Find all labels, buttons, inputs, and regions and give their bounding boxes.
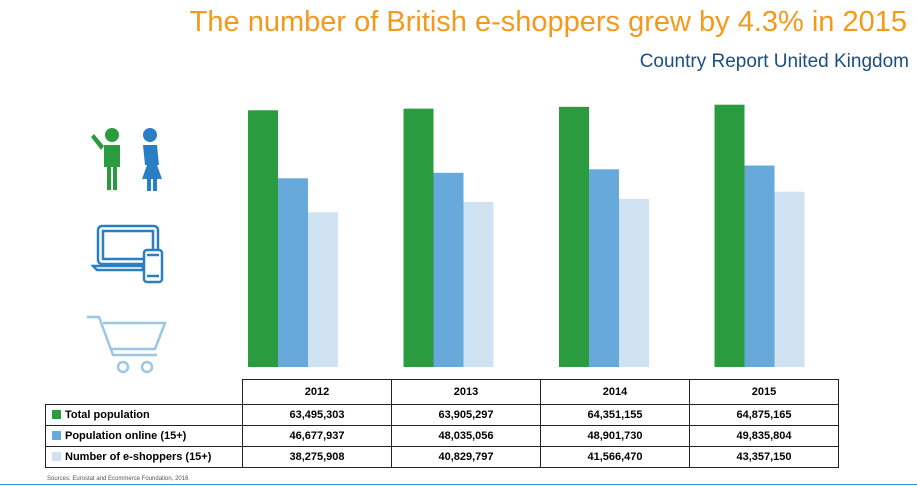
row-label-text: Population online (15+) — [65, 430, 187, 442]
table-cell: 46,677,937 — [242, 425, 392, 447]
table-row: Total population 63,495,303 63,905,297 6… — [45, 404, 839, 426]
year-header: 2015 — [689, 379, 839, 405]
legend-swatch-total — [52, 410, 61, 419]
table-cell: 63,905,297 — [391, 404, 541, 426]
bar-population-online-2013 — [433, 172, 464, 367]
table-cell: 41,566,470 — [540, 446, 690, 468]
table-cell: 49,835,804 — [689, 425, 839, 447]
bar-population-online-2012 — [278, 178, 308, 367]
table-cell: 48,901,730 — [540, 425, 690, 447]
bar-total-population-2013 — [403, 108, 434, 367]
chart-title: The number of British e-shoppers grew by… — [189, 6, 907, 38]
bar-e-shoppers-2012 — [308, 212, 338, 367]
table-row: Number of e-shoppers (15+) 38,275,908 40… — [45, 446, 839, 468]
people-icon — [91, 128, 162, 191]
bar-population-online-2014 — [589, 169, 619, 367]
bottom-rule — [0, 484, 917, 485]
row-label: Number of e-shoppers (15+) — [45, 446, 243, 468]
legend-swatch-eshoppers — [52, 452, 61, 461]
year-header: 2012 — [242, 379, 392, 405]
table-cell: 63,495,303 — [242, 404, 392, 426]
table-cell: 43,357,150 — [689, 446, 839, 468]
laptop-phone-icon — [91, 224, 164, 284]
table-cell: 38,275,908 — [242, 446, 392, 468]
table-cell: 64,875,165 — [689, 404, 839, 426]
bar-total-population-2012 — [248, 110, 278, 368]
source-note: Sources: Eurostat and Ecommerce Foundati… — [47, 476, 189, 482]
bar-population-online-2015 — [744, 165, 775, 367]
bar-e-shoppers-2014 — [619, 198, 649, 367]
bar-e-shoppers-2013 — [463, 201, 494, 367]
table-cell: 40,829,797 — [391, 446, 541, 468]
row-label-text: Number of e-shoppers (15+) — [65, 451, 212, 463]
row-label-text: Total population — [65, 409, 150, 421]
table-row: Population online (15+) 46,677,937 48,03… — [45, 425, 839, 447]
table-header-row: 2012 2013 2014 2015 — [46, 379, 839, 405]
table-cell: 64,351,155 — [540, 404, 690, 426]
year-header: 2014 — [540, 379, 690, 405]
table-corner — [46, 380, 243, 405]
bar-total-population-2014 — [559, 106, 589, 368]
bar-total-population-2015 — [714, 104, 745, 367]
table-cell: 48,035,056 — [391, 425, 541, 447]
row-label: Population online (15+) — [45, 425, 243, 447]
row-label: Total population — [45, 404, 243, 426]
legend-swatch-online — [52, 431, 61, 440]
bar-e-shoppers-2015 — [774, 191, 805, 367]
data-table: 2012 2013 2014 2015 Total population 63,… — [45, 379, 839, 468]
year-header: 2013 — [391, 379, 541, 405]
chart-subtitle: Country Report United Kingdom — [639, 51, 909, 72]
shopping-cart-icon — [87, 315, 167, 374]
